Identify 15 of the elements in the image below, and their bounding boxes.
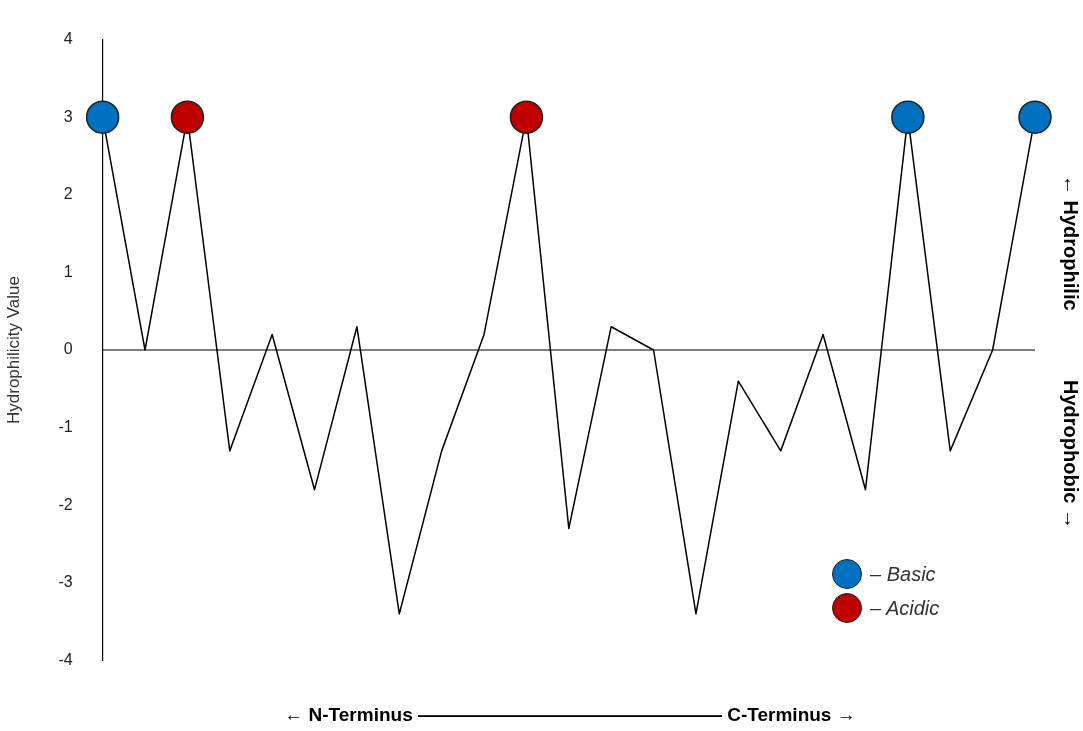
y-tick-label: 0: [63, 340, 73, 358]
legend-label: – Basic: [870, 562, 936, 586]
y-tick-label: -1: [58, 418, 73, 436]
y-tick-label: 1: [63, 262, 73, 280]
y-tick-label: -2: [58, 495, 73, 513]
text: Hydrophobic →: [1059, 380, 1082, 529]
y-axis-title: Hydrophilicity Value: [3, 275, 23, 425]
y-tick-label: 3: [63, 107, 73, 125]
y-tick-label: 4: [63, 30, 73, 48]
y-tick-label: -4: [58, 650, 73, 668]
legend-label: – Acidic: [870, 596, 940, 620]
y-tick-label: 2: [63, 185, 73, 203]
y-tick-label: -3: [58, 573, 73, 591]
x-axis-title: ← N-Terminus ———————————————— C-Terminus →: [283, 704, 857, 726]
text: ← Hydrophilic: [1059, 175, 1082, 311]
